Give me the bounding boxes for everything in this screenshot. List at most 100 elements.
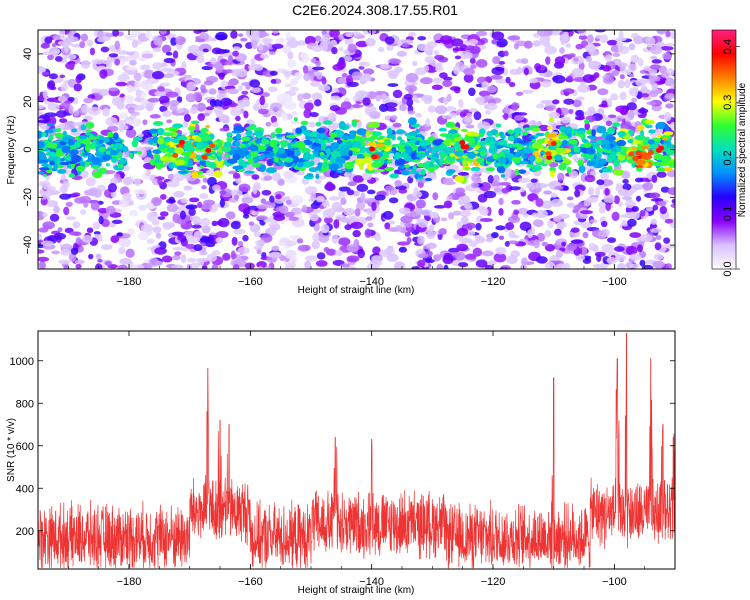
heatmap-cell — [604, 188, 610, 196]
heatmap-cell — [637, 108, 649, 114]
heatmap-cell — [408, 87, 414, 97]
heatmap-cell — [468, 87, 476, 97]
heatmap-cell — [122, 192, 132, 201]
snr-panel: −180 −160 −140 −120 −100 200 400 600 800 1000 He… — [6, 330, 676, 596]
heatmap-cell — [561, 30, 573, 33]
heatmap-cell — [602, 76, 615, 85]
heatmap-cell — [405, 72, 419, 83]
heatmap-cell — [566, 75, 573, 82]
heatmap-cell — [344, 161, 355, 170]
spectrogram-cells — [38, 30, 675, 269]
heatmap-cell — [622, 179, 629, 184]
heatmap-cell — [176, 165, 188, 171]
heatmap-cell — [546, 133, 558, 138]
heatmap-cell — [576, 30, 586, 34]
heatmap-cell — [639, 233, 653, 243]
heatmap-cell — [211, 220, 218, 227]
heatmap-cell — [294, 72, 302, 80]
heatmap-cell — [210, 155, 218, 159]
heatmap-cell — [413, 187, 419, 195]
heatmap-cell — [239, 153, 245, 159]
heatmap-cell — [235, 177, 242, 184]
heatmap-cell — [390, 115, 398, 121]
heatmap-cell — [663, 131, 674, 136]
heatmap-cell — [452, 210, 461, 216]
heatmap-cell — [572, 99, 582, 108]
heatmap-cell — [428, 211, 440, 219]
heatmap-cell — [352, 190, 360, 197]
heatmap-cell — [664, 124, 669, 131]
heatmap-cell — [443, 264, 449, 269]
heatmap-cell — [250, 149, 258, 158]
heatmap-cell — [81, 234, 93, 243]
figure-title: C2E6.2024.308.17.55.R01 — [292, 2, 458, 18]
heatmap-cell — [325, 181, 334, 191]
heatmap-cell — [161, 44, 172, 54]
heatmap-cell — [163, 136, 172, 141]
heatmap-cell — [499, 266, 509, 269]
heatmap-cell — [244, 262, 255, 269]
heatmap-cell — [470, 166, 481, 172]
heatmap-cell — [176, 108, 184, 114]
heatmap-cell — [80, 209, 87, 215]
heatmap-cell — [118, 246, 126, 255]
heatmap-cell — [400, 39, 414, 45]
heatmap-cell — [386, 134, 395, 139]
heatmap-cell — [500, 174, 506, 178]
heatmap-cell — [501, 187, 510, 194]
heatmap-cell — [151, 197, 162, 206]
heatmap-cell — [197, 113, 205, 121]
heatmap-cell — [540, 80, 552, 88]
colorbar-ticks: 0.0 0.1 0.2 0.3 0.4 — [722, 39, 740, 277]
heatmap-cell — [629, 232, 642, 238]
heatmap-cell — [86, 129, 92, 133]
heatmap-cell — [481, 81, 490, 89]
heatmap-cell — [460, 128, 468, 133]
colorbar-tick-label: 0.4 — [722, 39, 734, 54]
heatmap-cell — [663, 140, 672, 146]
heatmap-cell — [574, 189, 581, 198]
heatmap-cell — [81, 137, 91, 145]
heatmap-cell — [563, 98, 575, 105]
heatmap-cell — [412, 165, 417, 170]
heatmap-cell — [568, 170, 579, 179]
heatmap-cell — [378, 103, 389, 112]
heatmap-cell — [255, 215, 268, 221]
heatmap-cell — [496, 165, 506, 174]
heatmap-cell — [180, 254, 187, 264]
heatmap-cell — [146, 212, 159, 221]
heatmap-cell — [631, 146, 638, 151]
heatmap-cell — [472, 247, 483, 257]
heatmap-cell — [670, 121, 675, 130]
heatmap-cell — [475, 259, 488, 268]
heatmap-cell — [180, 198, 188, 204]
heatmap-cell — [300, 120, 309, 126]
heatmap-cell — [669, 30, 675, 40]
heatmap-cell — [495, 78, 507, 84]
heatmap-cell — [387, 220, 396, 225]
heatmap-cell — [601, 220, 608, 228]
heatmap-cell — [185, 204, 198, 210]
heatmap-cell — [392, 122, 402, 128]
heatmap-cell — [603, 194, 615, 204]
heatmap-cell — [537, 30, 550, 37]
heatmap-cell — [598, 148, 605, 152]
heatmap-cell — [328, 163, 339, 171]
heatmap-cell — [656, 167, 666, 172]
heatmap-cell — [427, 105, 436, 113]
heatmap-cell — [203, 199, 216, 206]
heatmap-cell — [432, 146, 443, 152]
heatmap-cell — [212, 184, 221, 192]
heatmap-cell — [46, 142, 58, 149]
heatmap-cell — [584, 119, 590, 124]
heatmap-cell — [216, 151, 222, 157]
heatmap-cell — [232, 165, 244, 170]
heatmap-cell — [276, 94, 285, 103]
colorbar-label: Normalized spectral amplitude — [737, 82, 748, 217]
heatmap-cell — [57, 227, 63, 233]
heatmap-cell — [601, 64, 612, 72]
heatmap-cell — [341, 134, 353, 140]
heatmap-cell — [355, 201, 366, 211]
heatmap-cell — [177, 234, 183, 241]
heatmap-cell — [102, 107, 111, 117]
